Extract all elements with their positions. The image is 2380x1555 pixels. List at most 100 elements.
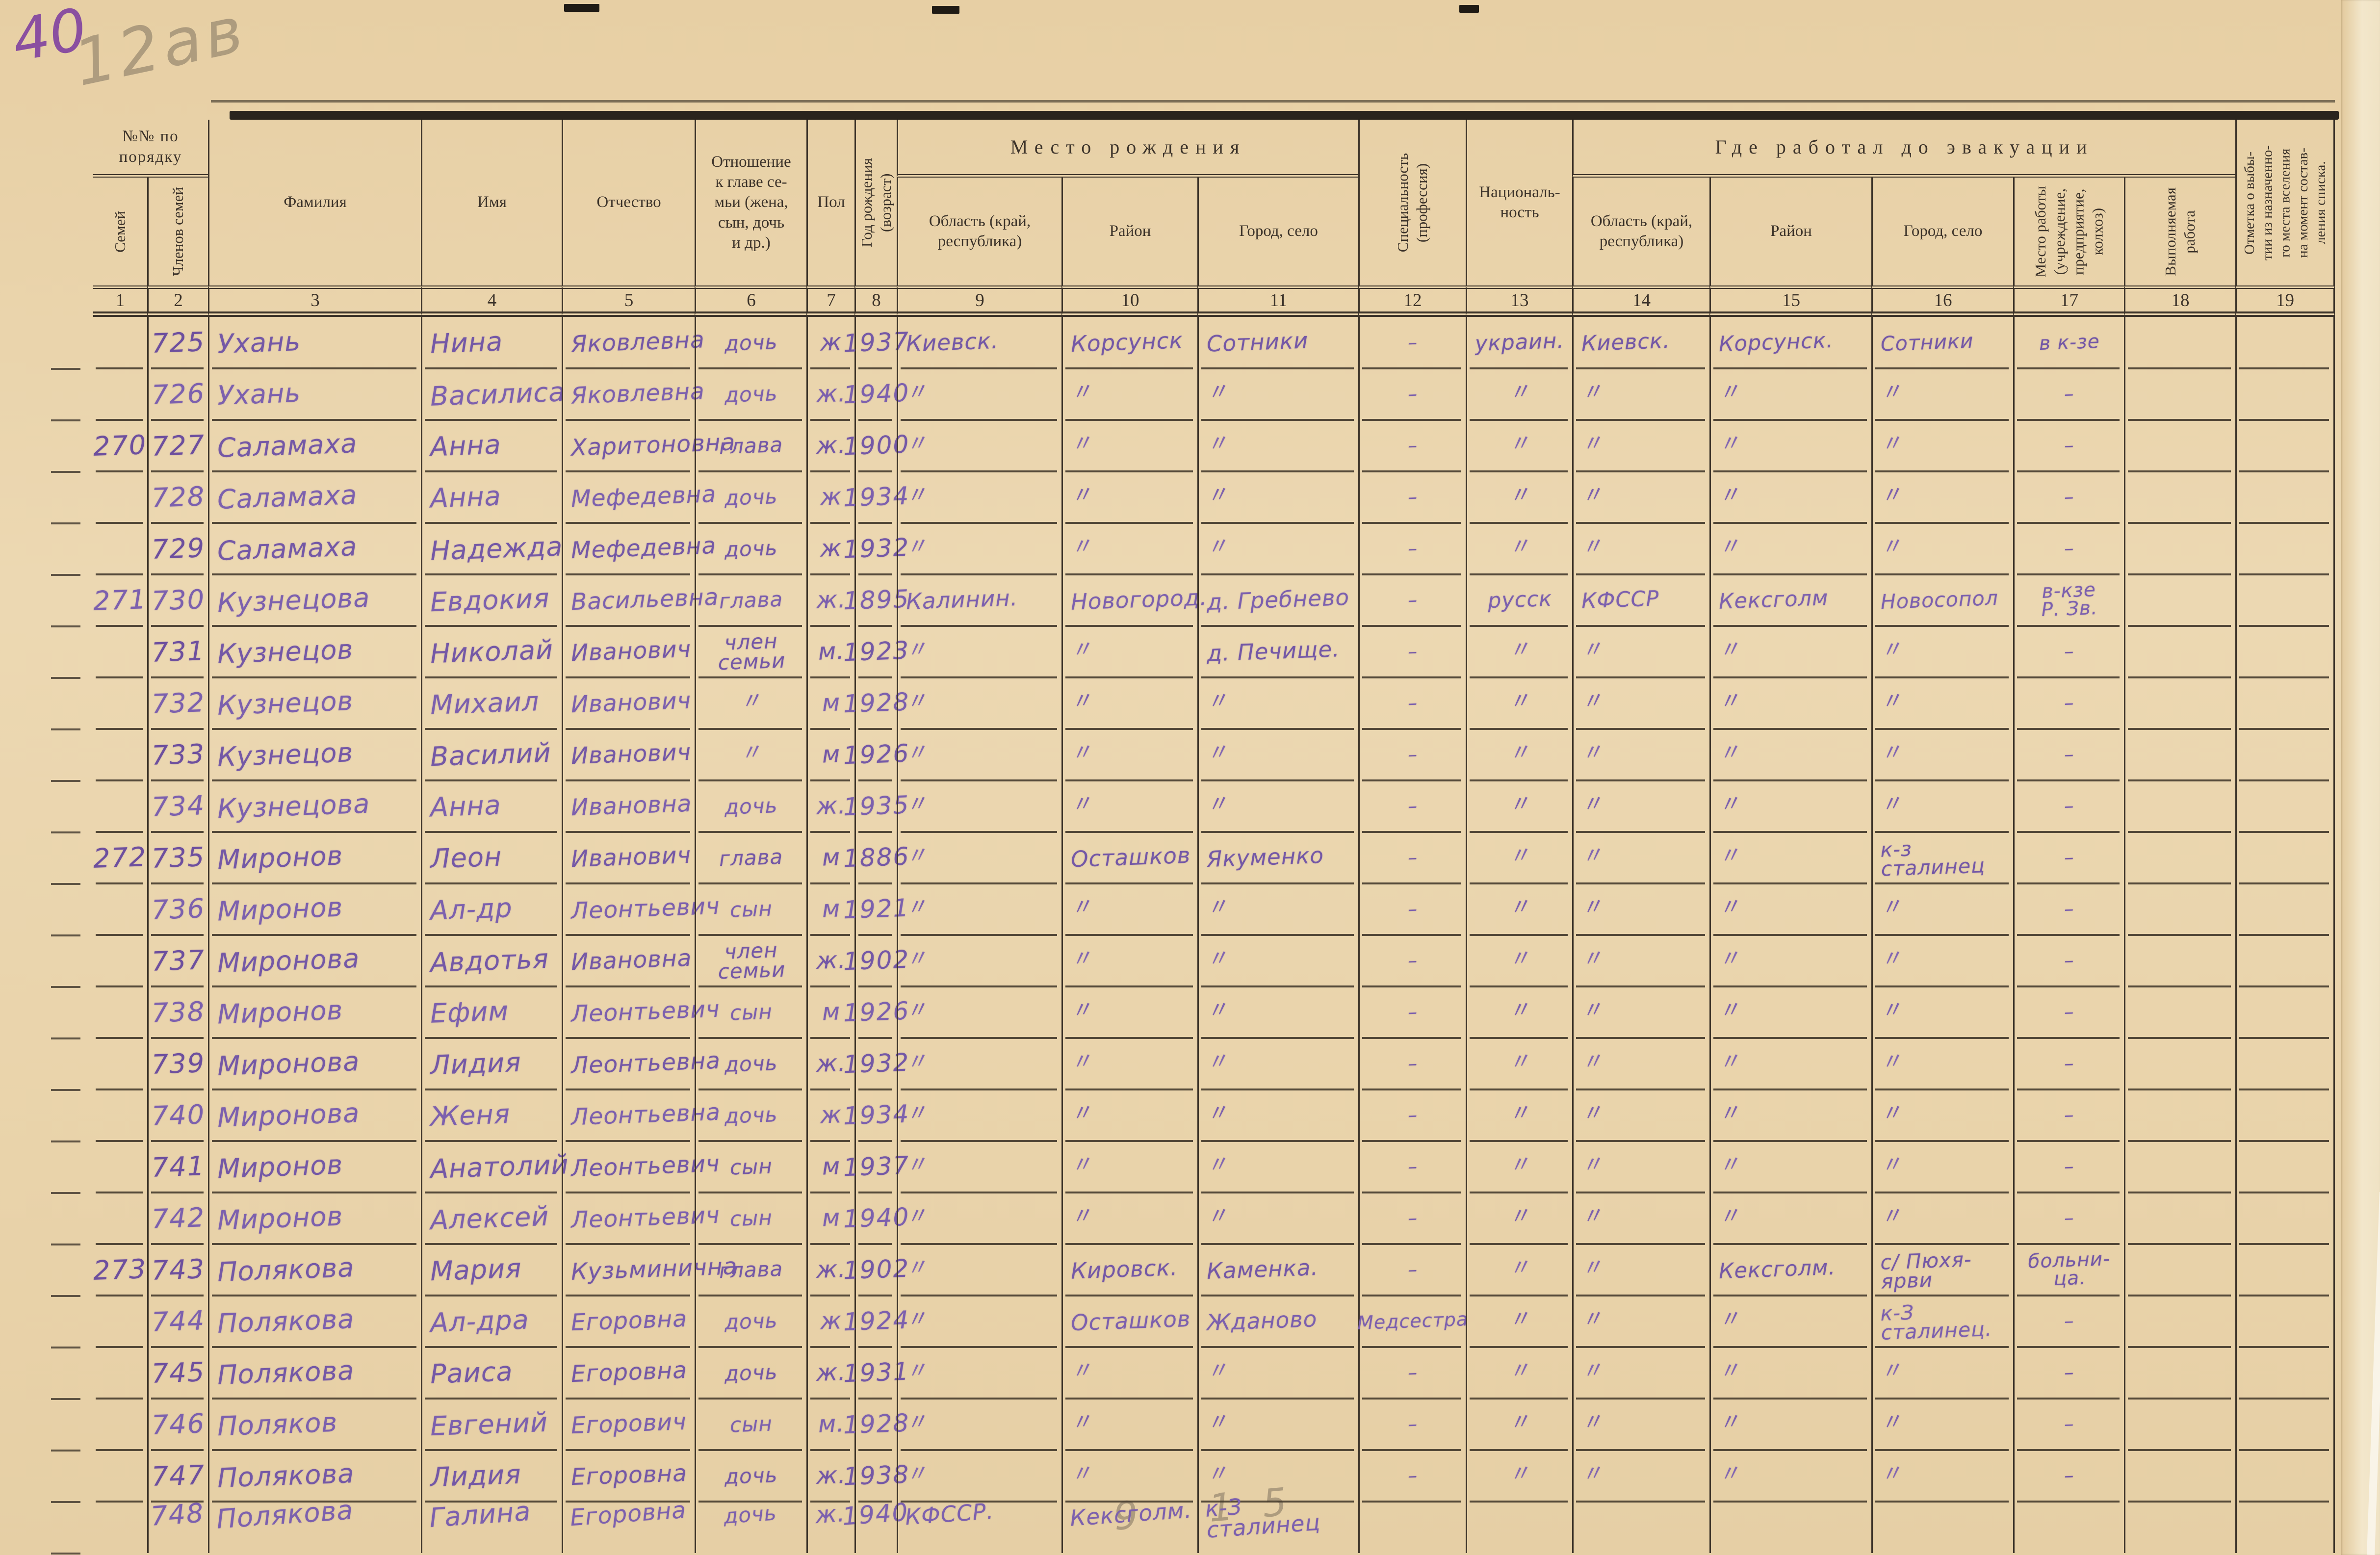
- cell-text: 〃: [1205, 1047, 1230, 1076]
- table-cell: [2124, 1502, 2235, 1553]
- cell-text: м: [821, 1152, 841, 1181]
- cell-text: –: [2064, 1361, 2075, 1384]
- table-cell: –: [1358, 935, 1466, 987]
- table-cell: 〃: [1197, 1347, 1358, 1400]
- table-cell: 〃: [1709, 832, 1871, 884]
- cell-text: 744: [151, 1304, 206, 1338]
- table-cell: 〃: [1061, 986, 1197, 1039]
- cell-text: 〃: [1879, 738, 1904, 767]
- cell-text: 〃: [1879, 429, 1904, 458]
- table-cell: 〃: [1197, 1450, 1358, 1503]
- table-cell: Харитоновна: [562, 420, 736, 472]
- table-cell: –: [1358, 1244, 1466, 1296]
- table-cell: дочь: [695, 780, 806, 833]
- table-cell: 〃: [1197, 1141, 1358, 1193]
- cell-text: 745: [151, 1356, 206, 1389]
- table-cell: [2235, 1502, 2335, 1553]
- table-cell: Сотники: [1197, 317, 1358, 369]
- table-cell: 〃: [1572, 935, 1709, 987]
- table-cell: сын: [695, 1399, 806, 1451]
- cell-text: 〃: [904, 1253, 930, 1282]
- cell-text: 〃: [1506, 944, 1532, 973]
- table-cell: м: [806, 1141, 854, 1193]
- cell-text: 〃: [1579, 687, 1605, 715]
- cell-text: 〃: [1069, 1459, 1094, 1488]
- cell-text: 〃: [1506, 1305, 1532, 1333]
- cell-text: Кексголм: [1718, 586, 1829, 614]
- table-cell: 〃: [1061, 677, 1197, 730]
- table-cell: дочь: [695, 1347, 806, 1400]
- table-cell: 〃: [1572, 420, 1709, 472]
- cell-text: Раиса: [429, 1355, 514, 1390]
- table-cell: 1902: [843, 1244, 910, 1296]
- cell-text: Каменка.: [1206, 1254, 1319, 1285]
- cell-text: 〃: [1579, 944, 1605, 973]
- cell-text: Женя: [429, 1098, 511, 1132]
- cell-text: –: [2064, 795, 2075, 818]
- table-cell: 270: [51, 420, 148, 473]
- table-cell: ж.: [806, 1038, 854, 1090]
- cell-text: к-З сталинец: [1204, 1493, 1321, 1543]
- cell-text: 〃: [1579, 1356, 1605, 1385]
- cell-text: –: [2064, 1464, 2075, 1487]
- table-cell: 〃: [897, 1296, 1061, 1348]
- table-cell: Кузьминична: [562, 1244, 738, 1296]
- cell-text: Корсунск.: [1718, 328, 1834, 357]
- table-cell: глава: [695, 832, 806, 884]
- table-cell: 〃: [1061, 1399, 1197, 1451]
- cell-text: Киевск.: [905, 327, 999, 357]
- cell-text: Миронова: [216, 942, 361, 979]
- cell-text: 〃: [1579, 1099, 1605, 1127]
- table-cell: 〃: [1197, 368, 1358, 421]
- top-rule-thin: [211, 100, 2335, 103]
- table-cell: 〃: [1871, 1141, 2013, 1193]
- cell-text: Киевск.: [1581, 328, 1671, 357]
- table-cell: 〃: [897, 368, 1061, 421]
- cell-text: Корсунск: [1070, 327, 1184, 358]
- table-cell: 〃: [1871, 1038, 2013, 1090]
- table-cell: Полякова: [208, 1296, 421, 1348]
- cell-text: м: [821, 895, 841, 923]
- cell-text: Медсестра: [1357, 1308, 1469, 1334]
- cell-text: 〃: [904, 532, 930, 561]
- cell-text: Полякова: [216, 1251, 355, 1288]
- table-cell: Василий: [421, 729, 562, 781]
- cell-text: 〃: [1717, 996, 1742, 1024]
- cell-text: –: [2064, 434, 2075, 457]
- table-cell: м: [806, 1192, 854, 1245]
- table-cell: Кексголм.: [1709, 1244, 1871, 1296]
- table-cell: –: [2013, 1347, 2124, 1400]
- table-cell: –: [2013, 1192, 2124, 1245]
- cell-text: 〃: [1205, 481, 1230, 509]
- table-cell: Яковлевна: [562, 368, 705, 421]
- cell-text: больни- ца.: [2027, 1248, 2111, 1291]
- table-cell: 1923: [843, 626, 910, 678]
- table-cell: 〃: [897, 1141, 1061, 1193]
- table-cell: Корсунск: [1061, 317, 1197, 369]
- table-cell: 〃: [897, 935, 1061, 987]
- table-cell: 725: [147, 317, 208, 369]
- table-cell: 1895: [843, 574, 910, 627]
- cell-text: 743: [151, 1253, 206, 1286]
- table-cell: 〃: [897, 1450, 1061, 1503]
- table-cell: ж: [806, 1089, 854, 1142]
- cell-text: Яковлевна: [570, 326, 705, 358]
- table-cell: 272: [51, 832, 148, 885]
- table-cell: 〃: [1061, 883, 1197, 936]
- table-cell: 〃: [1466, 626, 1572, 678]
- table-cell: 〃: [1572, 626, 1709, 678]
- table-cell: 1924: [843, 1296, 910, 1348]
- cell-text: 〃: [1579, 378, 1605, 406]
- table-cell: 〃: [1197, 1192, 1358, 1245]
- cell-text: 〃: [1579, 1253, 1605, 1282]
- table-cell: [51, 677, 147, 730]
- cell-text: 〃: [1069, 481, 1094, 509]
- table-cell: ж: [806, 317, 854, 369]
- cell-text: Егоровна: [570, 1460, 688, 1491]
- cell-text: 〃: [1205, 893, 1230, 921]
- header-col-familia: Фамилия: [208, 120, 421, 285]
- cell-text: 〃: [1506, 532, 1532, 561]
- table-cell: 〃: [1061, 1089, 1197, 1142]
- table-cell: 〃: [1466, 1244, 1572, 1296]
- table-cell: 740: [147, 1089, 208, 1142]
